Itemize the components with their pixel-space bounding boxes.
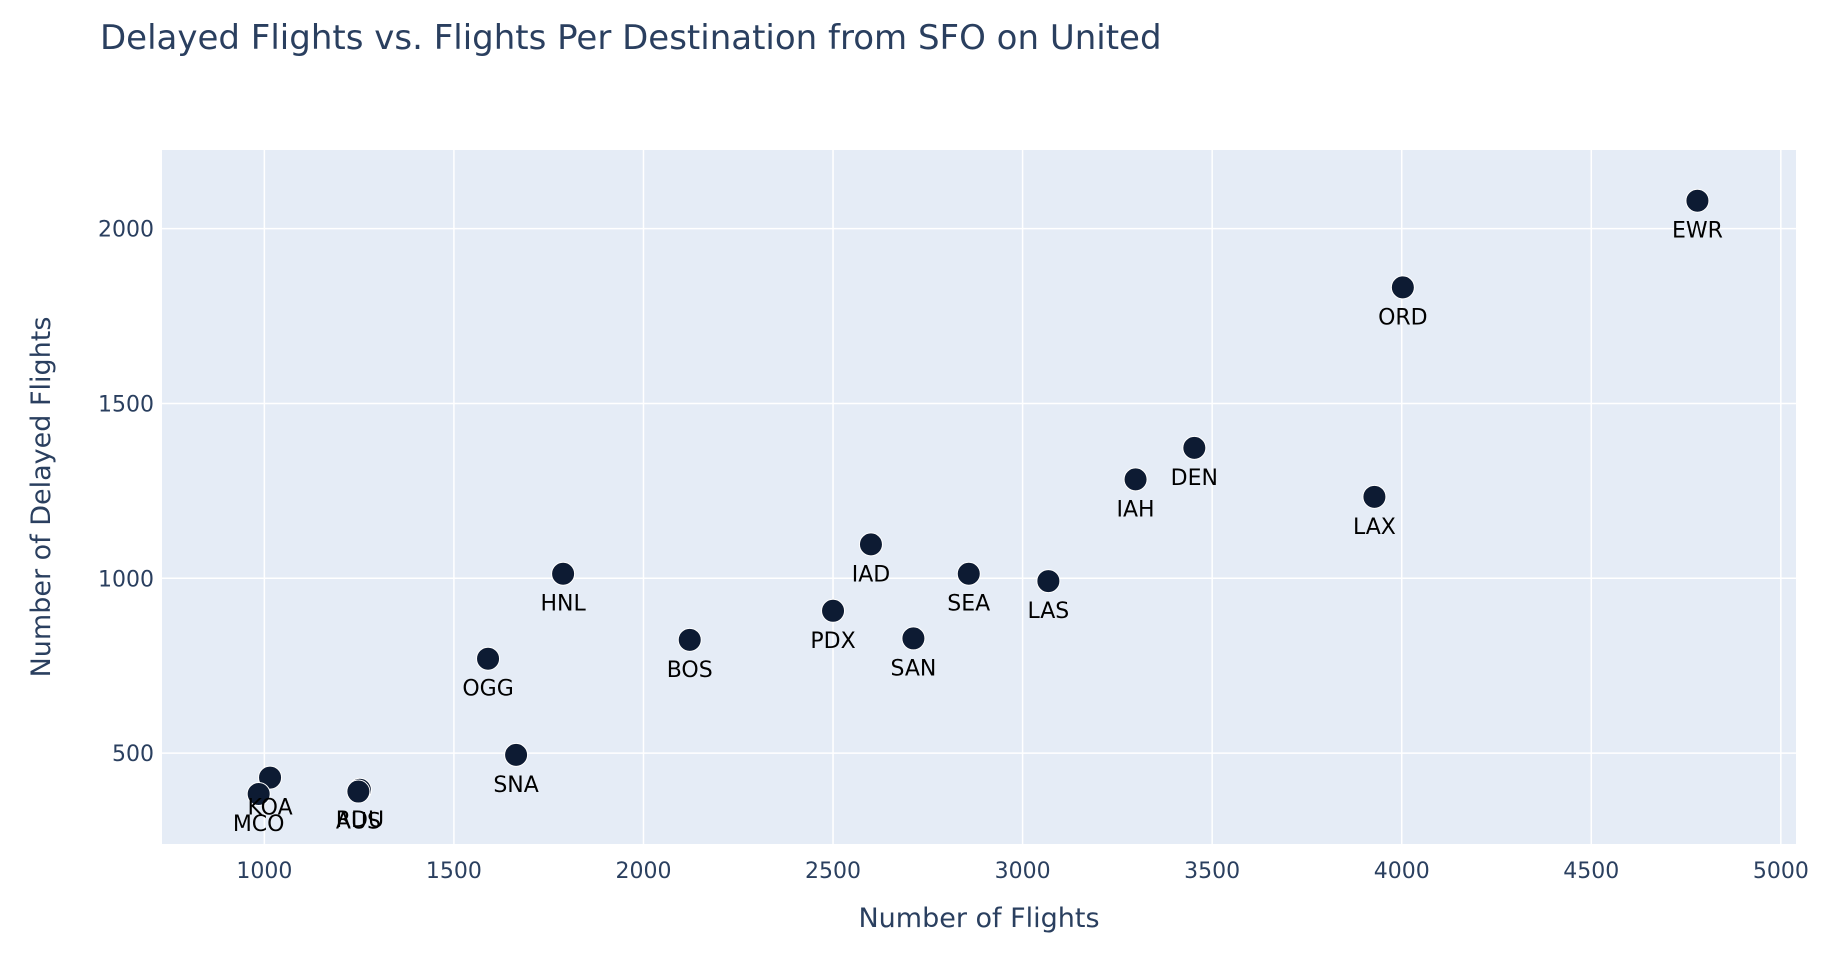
point-bos bbox=[677, 627, 702, 652]
point-ewr bbox=[1685, 188, 1710, 213]
point-label-sna: SNA bbox=[493, 773, 538, 798]
point-mco bbox=[246, 782, 271, 807]
y-tick-label: 500 bbox=[112, 742, 154, 767]
plot-area bbox=[162, 150, 1796, 844]
point-koa bbox=[258, 765, 283, 790]
point-label-koa: KOA bbox=[247, 796, 292, 821]
point-label-ord: ORD bbox=[1378, 305, 1428, 330]
y-tick-label: 2000 bbox=[98, 218, 154, 243]
point-ogg bbox=[476, 646, 501, 671]
point-label-las: LAS bbox=[1027, 599, 1069, 624]
x-tick-label: 4500 bbox=[1563, 859, 1619, 884]
point-label-iah: IAH bbox=[1117, 497, 1155, 522]
x-tick-label: 1500 bbox=[426, 859, 482, 884]
point-ord bbox=[1390, 275, 1415, 300]
point-den bbox=[1182, 435, 1207, 460]
x-tick-label: 5000 bbox=[1753, 859, 1809, 884]
point-label-bos: BOS bbox=[667, 658, 713, 683]
x-axis-ticks: 1000 1500 2000 2500 3000 3500 4000 4500 5000 bbox=[236, 859, 1808, 884]
point-pdx bbox=[821, 598, 846, 623]
point-las bbox=[1036, 569, 1061, 594]
point-label-aus: AUS bbox=[336, 810, 381, 835]
point-hnl bbox=[551, 561, 576, 586]
point-iah bbox=[1123, 467, 1148, 492]
point-iad bbox=[858, 532, 883, 557]
point-label-mco: MCO bbox=[233, 812, 285, 837]
point-label-ewr: EWR bbox=[1672, 219, 1723, 244]
x-tick-label: 3500 bbox=[1184, 859, 1240, 884]
point-label-pdx: PDX bbox=[810, 629, 855, 654]
y-tick-label: 1500 bbox=[98, 392, 154, 417]
data-points bbox=[246, 188, 1710, 807]
x-tick-label: 2000 bbox=[615, 859, 671, 884]
point-lax bbox=[1362, 484, 1387, 509]
point-label-rdu: RDU bbox=[336, 808, 384, 833]
point-sea bbox=[956, 561, 981, 586]
x-axis-title: Number of Flights bbox=[858, 903, 1099, 934]
y-axis-ticks: 500 1000 1500 2000 bbox=[98, 218, 154, 767]
x-tick-label: 3000 bbox=[995, 859, 1051, 884]
y-axis-title: Number of Delayed Flights bbox=[26, 317, 57, 678]
x-tick-label: 4000 bbox=[1374, 859, 1430, 884]
point-label-san: SAN bbox=[890, 656, 936, 681]
data-point-labels: EWR ORD DEN IAH LAX IAD SEA HNL LAS PDX SAN BOS OGG S… bbox=[233, 219, 1723, 837]
point-label-lax: LAX bbox=[1353, 515, 1396, 540]
point-san bbox=[901, 626, 926, 651]
chart-title: Delayed Flights vs. Flights Per Destinat… bbox=[100, 18, 1162, 58]
y-tick-label: 1000 bbox=[98, 567, 154, 592]
x-tick-label: 1000 bbox=[236, 859, 292, 884]
point-label-ogg: OGG bbox=[462, 677, 513, 702]
point-label-hnl: HNL bbox=[540, 592, 586, 617]
point-aus bbox=[346, 779, 371, 804]
point-label-sea: SEA bbox=[947, 592, 990, 617]
point-label-den: DEN bbox=[1171, 466, 1218, 491]
x-tick-label: 2500 bbox=[805, 859, 861, 884]
point-label-iad: IAD bbox=[852, 562, 890, 587]
point-sna bbox=[504, 742, 529, 767]
